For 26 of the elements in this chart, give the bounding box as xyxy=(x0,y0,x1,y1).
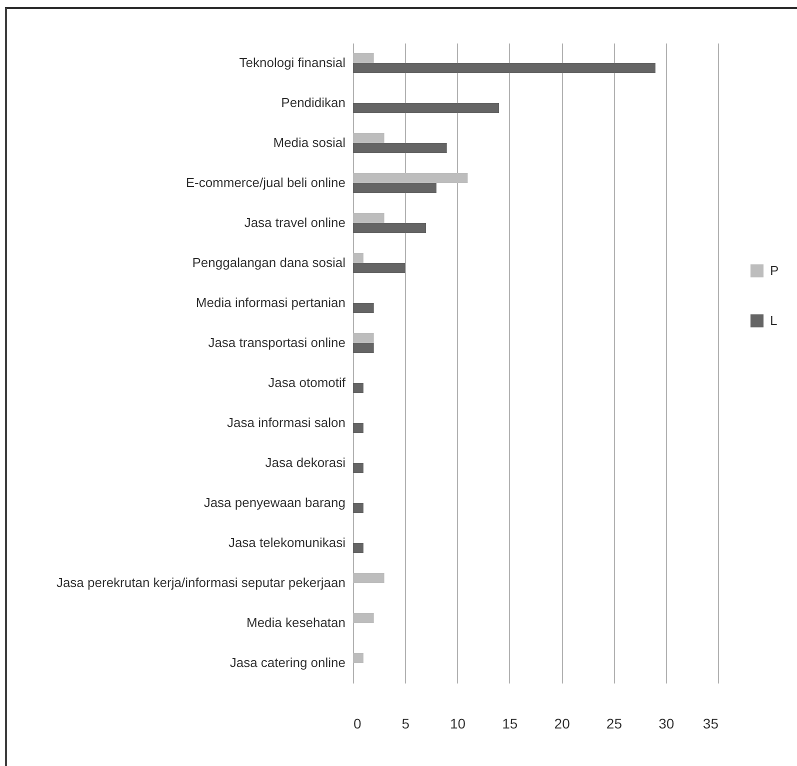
y-tick-label: Media kesehatan xyxy=(246,615,346,630)
y-tick-label: Jasa travel online xyxy=(244,215,346,230)
legend-label: L xyxy=(770,312,778,328)
x-tick-label: 20 xyxy=(554,716,570,732)
legend-label: P xyxy=(770,262,779,278)
y-tick-label: Jasa otomotif xyxy=(268,375,346,390)
y-tick-label: Jasa telekomunikasi xyxy=(228,535,346,550)
x-tick-label: 5 xyxy=(402,716,410,732)
y-tick-label: Jasa perekrutan kerja/informasi seputar pekerjaan xyxy=(56,575,346,590)
y-tick-label: Media informasi pertanian xyxy=(196,295,346,310)
y-tick-label: Media sosial xyxy=(273,135,346,150)
x-tick-label: 15 xyxy=(502,716,518,732)
y-tick-label: Jasa informasi salon xyxy=(227,415,346,430)
x-tick-label: 30 xyxy=(658,716,674,732)
x-tick-label: 35 xyxy=(702,716,719,732)
y-tick-label: Jasa transportasi online xyxy=(208,335,346,350)
y-tick-label: Jasa catering online xyxy=(230,655,346,670)
x-tick-label: 25 xyxy=(606,716,622,732)
y-tick-label: Pendidikan xyxy=(281,95,346,110)
y-tick-label: Penggalangan dana sosial xyxy=(192,255,346,270)
y-tick-label: Jasa dekorasi xyxy=(265,455,346,470)
y-tick-label: E-commerce/jual beli online xyxy=(186,175,346,190)
y-tick-label: Teknologi finansial xyxy=(239,55,346,70)
y-tick-label: Jasa penyewaan barang xyxy=(204,495,346,510)
x-tick-label: 10 xyxy=(450,716,466,732)
x-tick-label: 0 xyxy=(354,716,362,732)
